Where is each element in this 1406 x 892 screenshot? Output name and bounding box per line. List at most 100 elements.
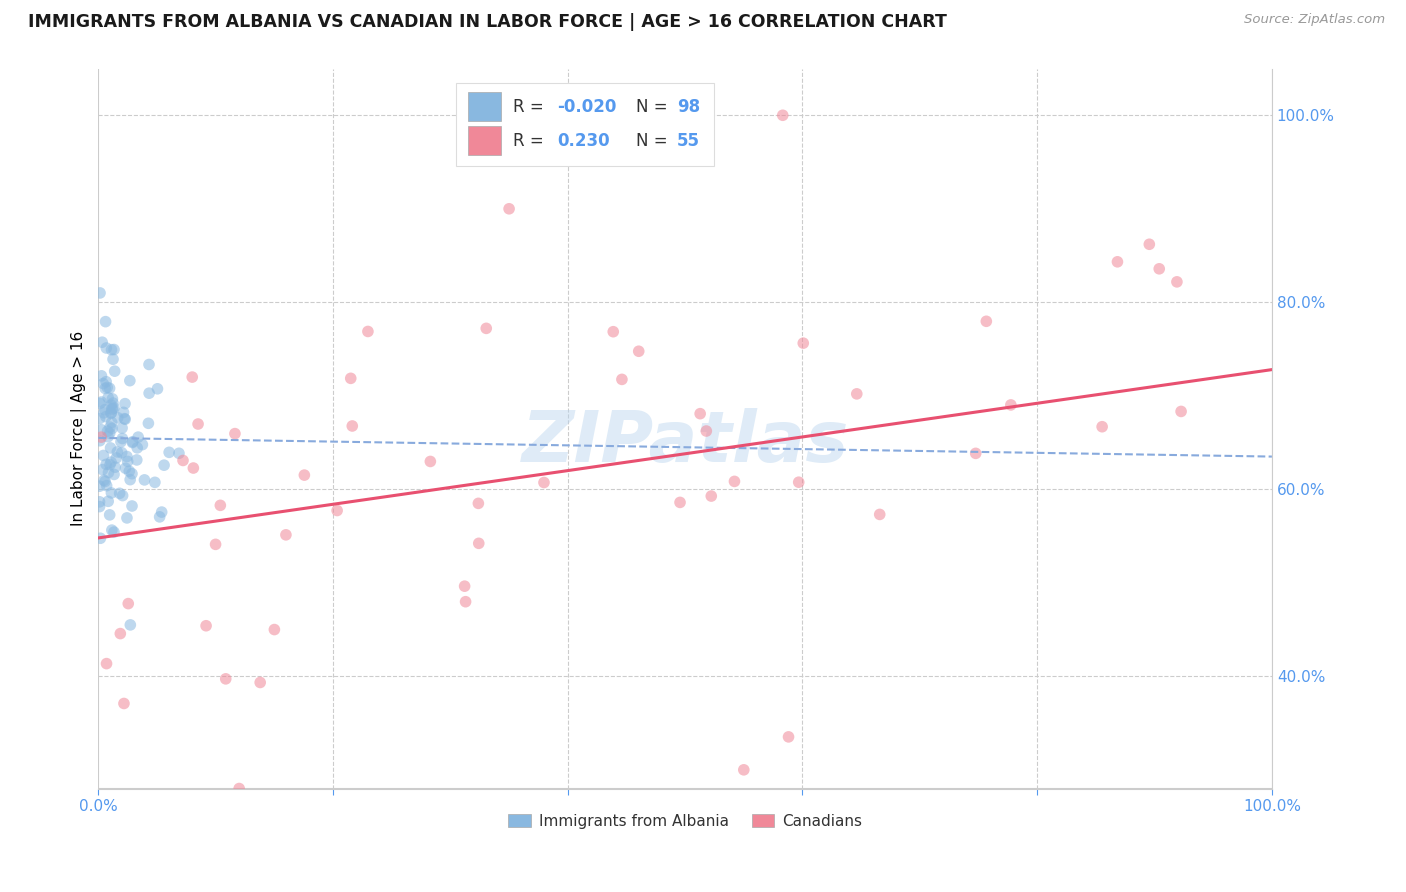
Point: [115, 450, 138, 464]
Point: [89, 500, 111, 514]
Point: [89, 531, 111, 545]
Point: [96, 424, 118, 438]
Bar: [468, 92, 501, 121]
Point: [475, 321, 498, 335]
Point: [778, 730, 800, 744]
Point: [695, 424, 717, 438]
Point: [117, 454, 139, 468]
Point: [1000, 398, 1022, 412]
Point: [98, 458, 121, 472]
Point: [792, 336, 814, 351]
Point: [100, 416, 122, 430]
Point: [138, 358, 160, 372]
Point: [134, 473, 156, 487]
Point: [215, 672, 238, 686]
Point: [104, 460, 127, 475]
Point: [228, 781, 250, 796]
Point: [114, 412, 136, 426]
Text: N =: N =: [636, 131, 672, 150]
Text: R =: R =: [513, 98, 548, 116]
Text: 0.230: 0.230: [557, 131, 610, 150]
Point: [111, 421, 134, 435]
Point: [96, 341, 118, 355]
Point: [772, 108, 794, 122]
Point: [498, 202, 520, 216]
Point: [700, 489, 723, 503]
Legend: Immigrants from Albania, Canadians: Immigrants from Albania, Canadians: [502, 807, 869, 835]
Point: [90, 430, 112, 444]
Point: [101, 401, 124, 416]
Point: [1091, 419, 1114, 434]
Point: [125, 453, 148, 467]
Point: [627, 344, 650, 359]
Point: [98, 381, 121, 395]
Point: [326, 503, 349, 517]
Point: [112, 697, 135, 711]
Point: [100, 455, 122, 469]
Point: [103, 525, 125, 540]
Point: [103, 401, 125, 415]
Point: [114, 411, 136, 425]
Point: [89, 495, 111, 509]
Point: [787, 475, 810, 490]
Point: [100, 343, 122, 357]
Point: [94, 315, 117, 329]
Point: [733, 763, 755, 777]
Point: [1170, 404, 1192, 418]
Point: [121, 499, 143, 513]
Point: [100, 398, 122, 412]
Point: [101, 396, 124, 410]
Point: [121, 467, 143, 481]
Point: [112, 405, 135, 419]
Point: [150, 505, 173, 519]
Point: [195, 619, 218, 633]
Point: [602, 325, 624, 339]
Text: -0.020: -0.020: [557, 98, 617, 116]
Text: R =: R =: [513, 131, 548, 150]
Point: [90, 368, 112, 383]
Point: [96, 380, 118, 394]
Point: [1107, 255, 1129, 269]
Text: 55: 55: [676, 131, 700, 150]
Point: [149, 509, 172, 524]
Point: [1166, 275, 1188, 289]
Point: [467, 496, 489, 510]
Point: [117, 597, 139, 611]
Point: [103, 343, 125, 357]
Point: [453, 579, 475, 593]
Point: [127, 441, 149, 455]
Point: [121, 434, 143, 449]
Point: [111, 432, 134, 446]
Point: [274, 528, 297, 542]
Point: [249, 675, 271, 690]
Point: [89, 285, 111, 300]
Point: [121, 435, 143, 450]
Point: [167, 446, 190, 460]
Point: [89, 479, 111, 493]
Text: Source: ZipAtlas.com: Source: ZipAtlas.com: [1244, 13, 1385, 27]
Text: 98: 98: [676, 98, 700, 116]
Point: [118, 464, 141, 478]
Text: N =: N =: [636, 98, 672, 116]
Y-axis label: In Labor Force | Age > 16: In Labor Force | Age > 16: [72, 331, 87, 526]
Point: [105, 445, 128, 459]
Point: [101, 421, 124, 435]
Point: [965, 446, 987, 460]
Point: [100, 486, 122, 500]
Point: [104, 364, 127, 378]
Point: [183, 461, 205, 475]
Point: [419, 454, 441, 468]
Point: [533, 475, 555, 490]
Point: [101, 392, 124, 406]
Point: [1147, 261, 1170, 276]
Point: [107, 410, 129, 425]
Point: [342, 419, 364, 434]
Point: [89, 411, 111, 425]
Point: [111, 445, 134, 459]
Point: [94, 402, 117, 417]
Point: [94, 475, 117, 489]
Point: [131, 437, 153, 451]
Point: [339, 371, 361, 385]
Point: [209, 499, 232, 513]
Point: [157, 445, 180, 459]
